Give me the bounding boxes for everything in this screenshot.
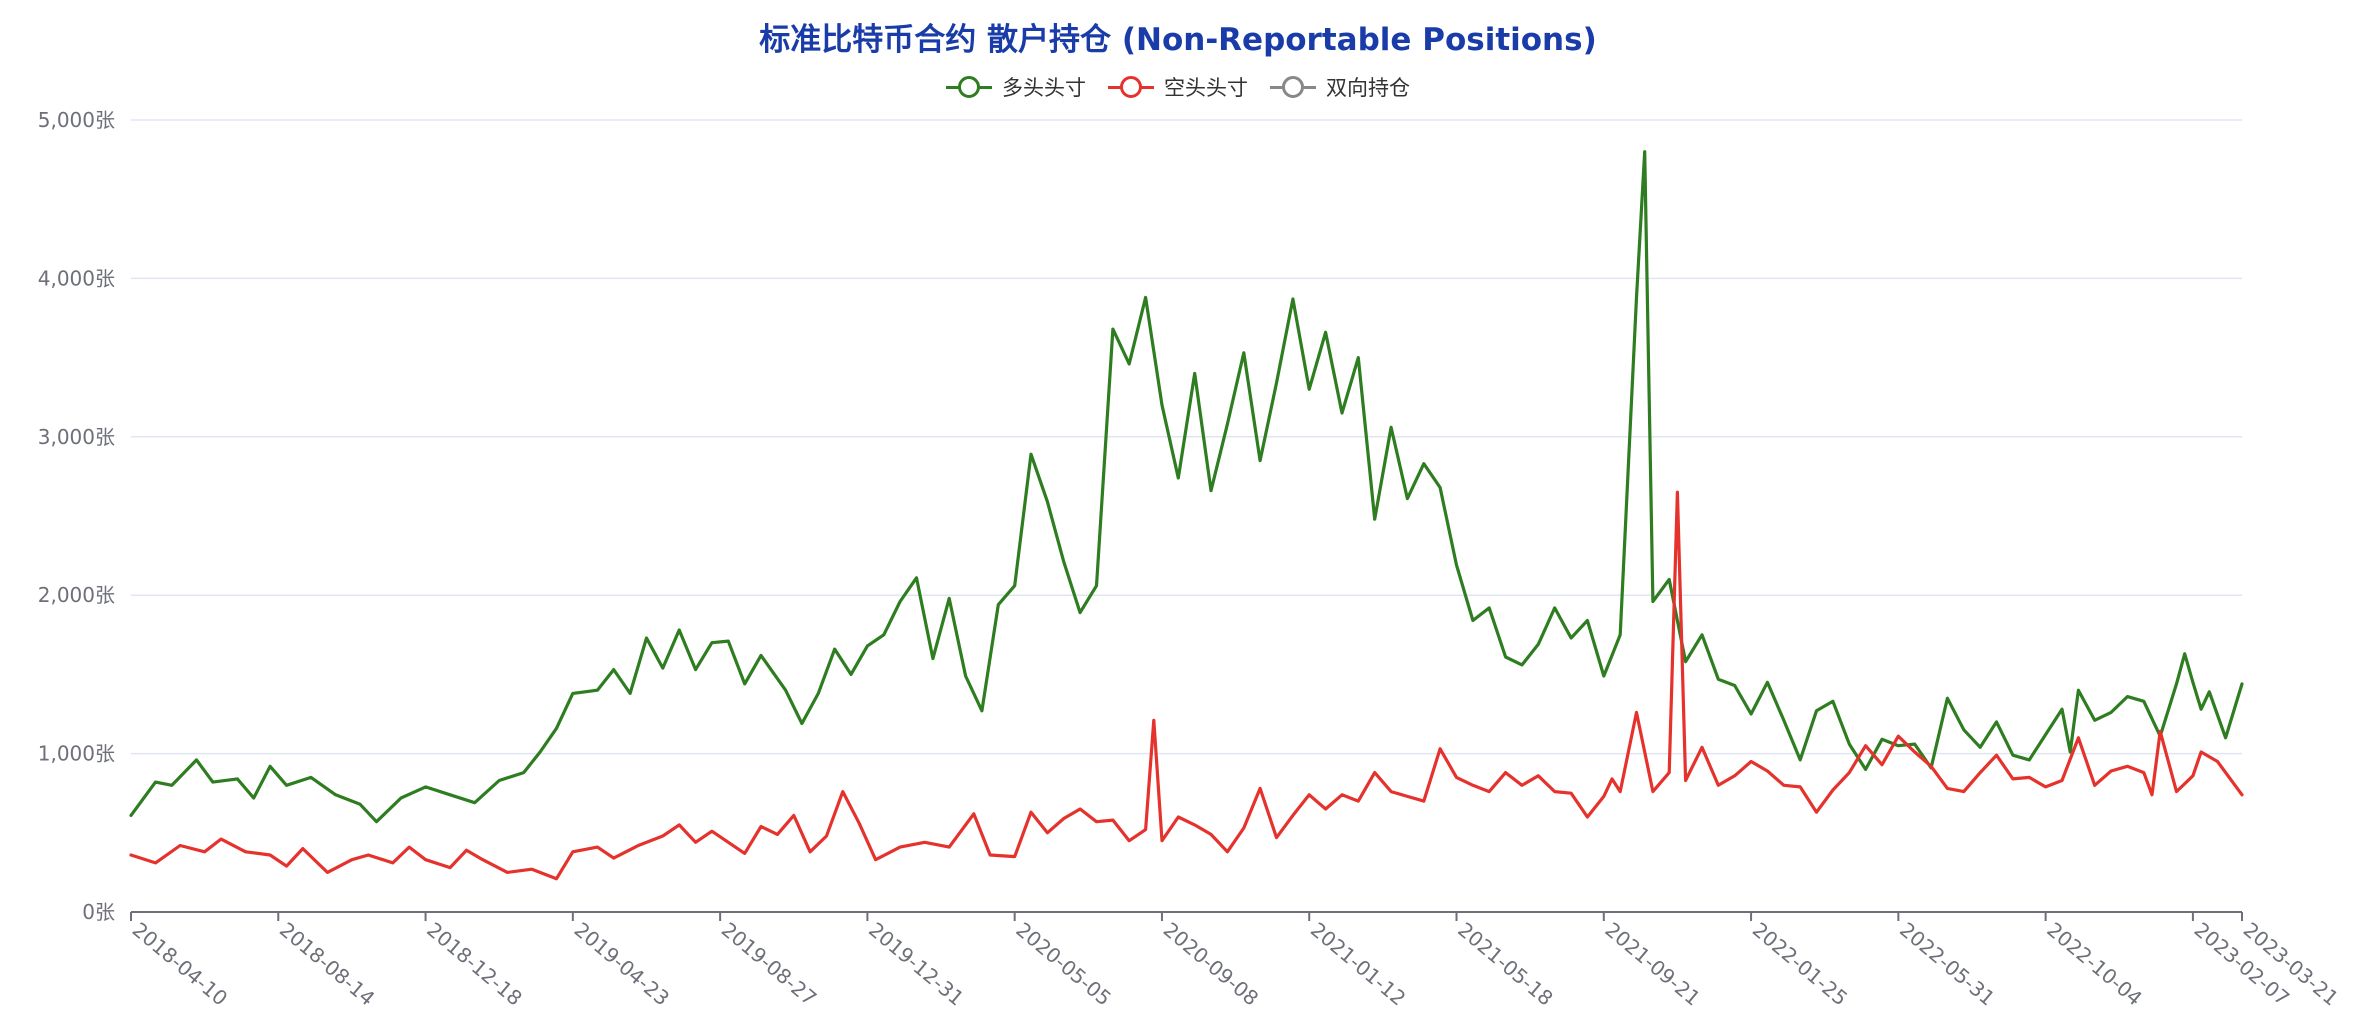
series-line-1	[129, 490, 2244, 881]
chart-legend: 多头头寸 空头头寸 双向持仓	[0, 72, 2356, 102]
y-tick-label: 3,000张	[38, 425, 115, 449]
y-tick-label: 1,000张	[38, 742, 115, 766]
x-tick-label: 2022-01-25	[1748, 917, 1852, 1010]
legend-label-short: 空头头寸	[1164, 76, 1248, 100]
x-tick-label: 2020-05-05	[1011, 917, 1115, 1010]
legend-swatch-long-icon	[946, 76, 992, 98]
y-tick-label: 5,000张	[38, 108, 115, 132]
x-tick-label: 2019-12-31	[864, 917, 968, 1010]
x-tick-label: 2021-01-12	[1306, 917, 1410, 1010]
y-tick-label: 2,000张	[38, 583, 115, 607]
legend-swatch-short-icon	[1108, 76, 1154, 98]
legend-item-long[interactable]: 多头头寸	[946, 72, 1086, 102]
x-tick-label: 2019-08-27	[717, 917, 821, 1010]
x-tick-label: 2021-09-21	[1601, 917, 1705, 1010]
x-tick-label: 2021-05-18	[1453, 917, 1557, 1010]
legend-swatch-spread-icon	[1270, 76, 1316, 98]
legend-item-spread[interactable]: 双向持仓	[1270, 72, 1410, 102]
y-tick-label: 4,000张	[38, 266, 115, 290]
legend-label-long: 多头头寸	[1002, 76, 1086, 100]
x-tick-label: 2018-04-10	[128, 917, 232, 1010]
legend-item-short[interactable]: 空头头寸	[1108, 72, 1248, 102]
series-line-0	[129, 150, 2244, 824]
x-tick-label: 2020-09-08	[1159, 917, 1263, 1010]
x-tick-label: 2019-04-23	[570, 917, 674, 1010]
legend-label-spread: 双向持仓	[1326, 76, 1410, 100]
chart-title: 标准比特币合约 散户持仓 (Non-Reportable Positions)	[759, 22, 1597, 58]
y-tick-label: 0张	[82, 900, 115, 924]
x-tick-label: 2018-08-14	[275, 917, 379, 1010]
x-tick-label: 2018-12-18	[422, 917, 526, 1010]
x-tick-label: 2022-10-04	[2042, 917, 2146, 1010]
x-tick-label: 2022-05-31	[1895, 917, 1999, 1010]
